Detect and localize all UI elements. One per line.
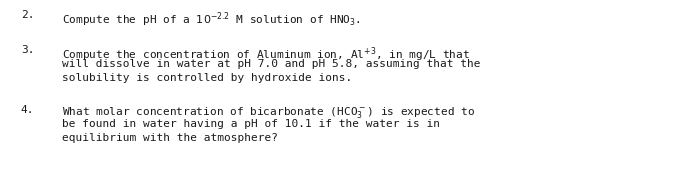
- Text: What molar concentration of bicarbonate (HCO$^-_3$) is expected to: What molar concentration of bicarbonate …: [62, 105, 475, 120]
- Text: Compute the pH of a $10^{-2.2}$ M solution of HNO$_3$.: Compute the pH of a $10^{-2.2}$ M soluti…: [62, 10, 362, 29]
- Text: equilibrium with the atmosphere?: equilibrium with the atmosphere?: [62, 133, 278, 143]
- Text: be found in water having a pH of 10.1 if the water is in: be found in water having a pH of 10.1 if…: [62, 119, 441, 129]
- Text: solubility is controlled by hydroxide ions.: solubility is controlled by hydroxide io…: [62, 73, 353, 83]
- Text: 4.: 4.: [21, 105, 34, 115]
- Text: 2.: 2.: [21, 10, 34, 20]
- Text: 3.: 3.: [21, 45, 34, 55]
- Text: will dissolve in water at pH 7.0 and pH 5.8, assuming that the: will dissolve in water at pH 7.0 and pH …: [62, 59, 481, 69]
- Text: Compute the concentration of Aluminum ion, Al$^{+3}$, in mg/L that: Compute the concentration of Aluminum io…: [62, 45, 471, 64]
